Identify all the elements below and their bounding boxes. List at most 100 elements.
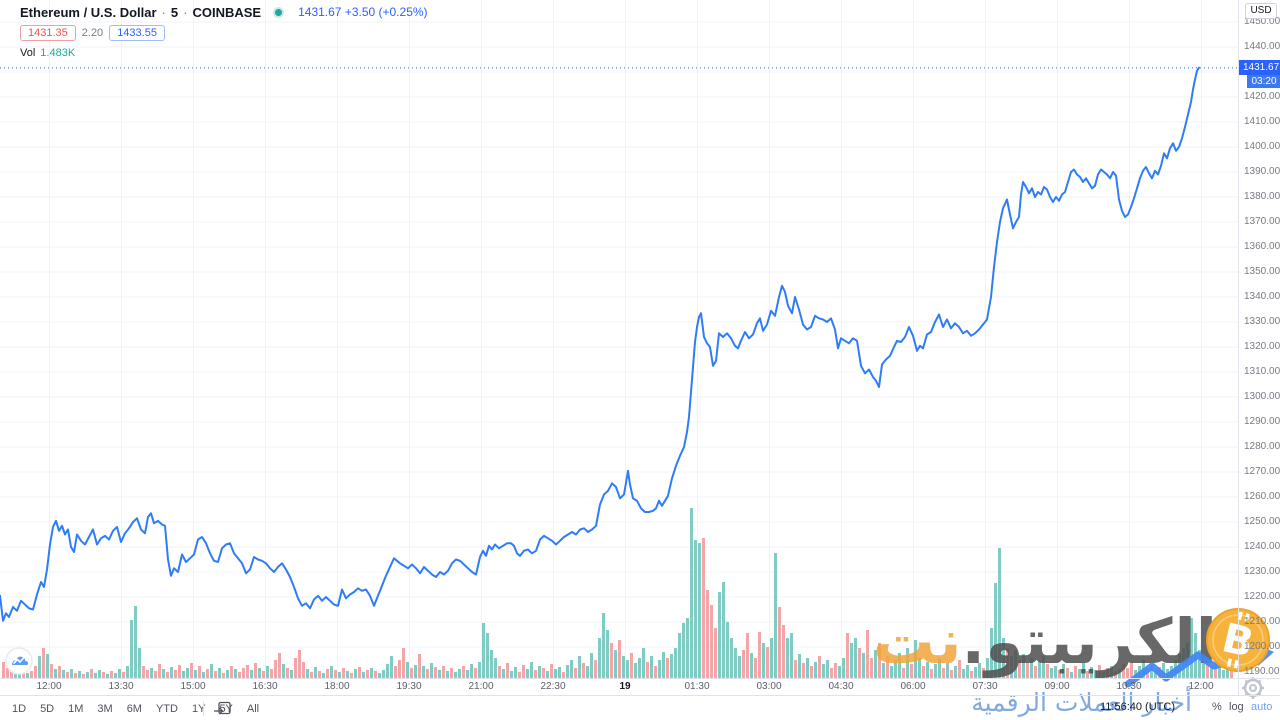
volume-bar	[534, 670, 537, 678]
separator: ·	[161, 4, 166, 20]
clock[interactable]: 11:56:40 (UTC)	[1100, 701, 1175, 713]
volume-bar	[78, 671, 81, 678]
volume-bar	[50, 664, 53, 678]
volume-bar	[726, 622, 729, 678]
volume-bar	[646, 662, 649, 678]
price-chart[interactable]	[0, 0, 1238, 678]
sell-button[interactable]: 1431.35	[20, 25, 76, 41]
volume-bar	[438, 670, 441, 678]
volume-bar	[1030, 658, 1033, 678]
volume-bar	[798, 654, 801, 678]
exchange-name[interactable]: COINBASE	[192, 4, 262, 20]
volume-bar	[390, 656, 393, 678]
volume-bar	[882, 663, 885, 678]
volume-bar	[1070, 672, 1073, 678]
volume-bar	[938, 658, 941, 678]
currency-button[interactable]: USD	[1245, 3, 1277, 19]
range-button-1d[interactable]: 1D	[12, 702, 27, 715]
volume-bar	[338, 672, 341, 678]
go-to-date-button[interactable]	[213, 700, 233, 717]
volume-bar	[1222, 670, 1225, 678]
interval-value[interactable]: 5	[170, 4, 179, 20]
price-axis-label: 1290.00	[1244, 416, 1280, 427]
price-axis-label: 1370.00	[1244, 216, 1280, 227]
volume-bar	[270, 669, 273, 678]
volume-bar	[1018, 660, 1021, 678]
range-button-1m[interactable]: 1M	[68, 702, 84, 715]
symbol-title-row: Ethereum / U.S. Dollar · 5 · COINBASE 14…	[20, 4, 428, 20]
range-button-ytd[interactable]: YTD	[155, 702, 178, 715]
price-axis-label: 1190.00	[1244, 666, 1280, 677]
volume-bar	[206, 669, 209, 678]
volume-label: Vol	[20, 47, 36, 59]
volume-bar	[942, 668, 945, 678]
watermark-title-dot: .	[961, 605, 986, 678]
volume-bar	[6, 668, 9, 678]
volume-bar	[622, 656, 625, 678]
volume-bar	[470, 664, 473, 678]
volume-bar	[922, 666, 925, 678]
volume-bar	[1090, 667, 1093, 678]
volume-bar	[542, 668, 545, 678]
chart-canvas[interactable]	[0, 0, 1238, 678]
price-axis-label: 1280.00	[1244, 441, 1280, 452]
volume-bar	[1230, 669, 1233, 678]
volume-bar	[746, 633, 749, 678]
volume-bar	[490, 650, 493, 678]
market-status-dot-icon[interactable]	[275, 8, 283, 16]
volume-bar	[814, 662, 817, 678]
volume-bar	[530, 662, 533, 678]
volume-bar	[346, 671, 349, 678]
volume-bar	[118, 669, 121, 678]
volume-value: 1.483K	[40, 47, 76, 59]
axis-corner	[1238, 678, 1280, 695]
range-button-5d[interactable]: 5D	[40, 702, 55, 715]
volume-bar	[510, 671, 513, 678]
volume-bar	[406, 662, 409, 678]
range-button-1y[interactable]: 1Y	[191, 702, 206, 715]
volume-bar	[550, 664, 553, 678]
volume-bar	[1026, 663, 1029, 678]
volume-bar	[1126, 668, 1129, 678]
range-button-all[interactable]: All	[246, 702, 260, 715]
volume-bar	[278, 653, 281, 678]
volume-bar	[258, 668, 261, 678]
bar-countdown: 03:20	[1247, 75, 1280, 89]
volume-bar	[946, 663, 949, 678]
volume-bar	[26, 673, 29, 678]
volume-bar	[94, 673, 97, 678]
volume-bar	[110, 671, 113, 678]
volume-bar	[602, 613, 605, 678]
volume-bar	[690, 508, 693, 678]
volume-bar	[694, 540, 697, 678]
volume-bar	[354, 669, 357, 678]
range-button-3m[interactable]: 3M	[97, 702, 113, 715]
volume-bar	[1198, 650, 1201, 678]
buy-button[interactable]: 1433.55	[109, 25, 165, 41]
range-button-6m[interactable]: 6M	[126, 702, 142, 715]
time-axis[interactable]: 12:00 13:30 15:00 16:30 18:00 19:30 21:00 22:30…	[0, 678, 1238, 696]
price-axis[interactable]: USD 1431.67 03:20 1450.00 1440.00 1420.00 1…	[1238, 0, 1280, 678]
price-axis-label: 1450.00	[1244, 16, 1280, 27]
volume-bar	[442, 666, 445, 678]
volume-bar	[54, 669, 57, 678]
volume-bar	[290, 670, 293, 678]
volume-bar	[1098, 665, 1101, 678]
time-axis-label: 12:00	[1188, 681, 1214, 692]
volume-bar	[730, 638, 733, 678]
volume-bar	[1062, 664, 1065, 678]
auto-scale-button[interactable]: auto	[1251, 701, 1273, 713]
symbol-name[interactable]: Ethereum / U.S. Dollar	[20, 4, 157, 20]
time-axis-label: 07:30	[972, 681, 998, 692]
percent-scale-button[interactable]: %	[1212, 701, 1222, 713]
volume-bar	[82, 674, 85, 678]
volume-bar	[966, 665, 969, 678]
volume-bar	[762, 643, 765, 678]
volume-bar	[478, 662, 481, 678]
log-scale-button[interactable]: log	[1229, 701, 1244, 713]
volume-bar	[238, 672, 241, 678]
volume-bar	[670, 654, 673, 678]
gear-icon	[1242, 677, 1264, 699]
volume-bar	[1130, 662, 1133, 678]
volume-bar	[850, 643, 853, 678]
